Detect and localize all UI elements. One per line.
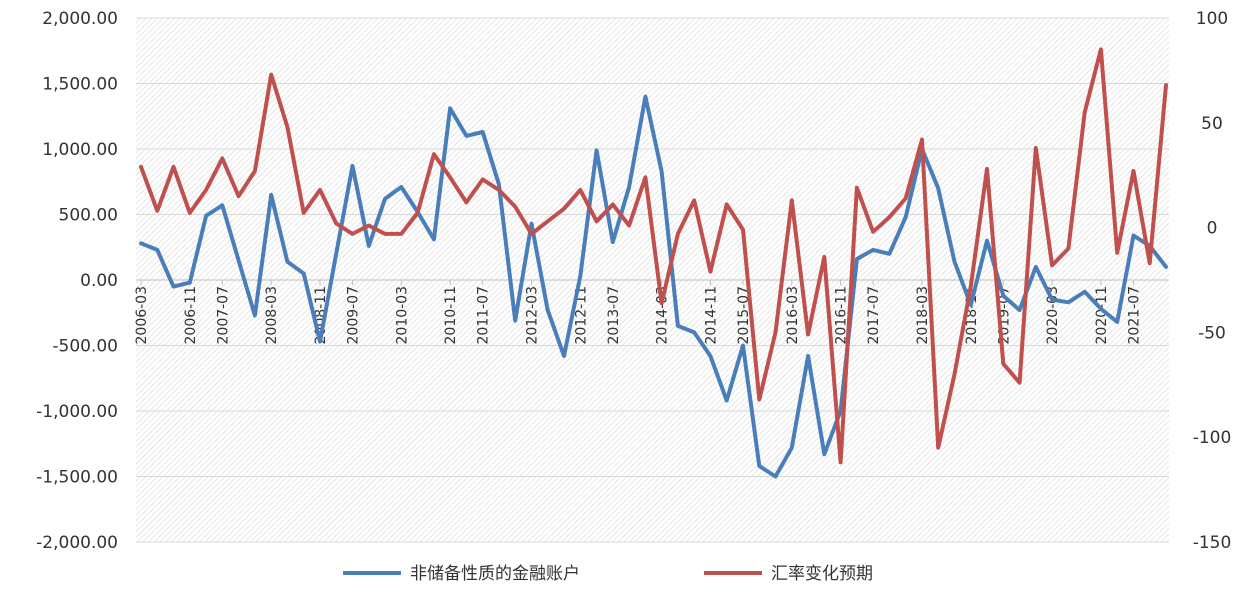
right-tick-label: -100	[1193, 428, 1232, 448]
x-tick-label: 2014-03	[655, 286, 671, 345]
x-tick-label: 2021-07	[1126, 286, 1142, 345]
left-tick-label: 1,000.00	[42, 140, 118, 160]
x-tick-label: 2007-07	[215, 286, 231, 345]
x-axis: 2006-03 2006-11 2007-07 2008-03 2008-11 2009-…	[134, 279, 1169, 345]
right-y-axis: 100 50 0 -50 -100 -150	[1193, 9, 1232, 553]
left-tick-label: -500.00	[52, 337, 118, 357]
x-tick-label: 2014-11	[703, 286, 719, 345]
right-tick-label: 100	[1196, 9, 1228, 29]
right-tick-label: 50	[1201, 114, 1223, 134]
left-tick-label: -1,000.00	[36, 402, 118, 422]
series-lines	[139, 47, 1168, 479]
left-tick-label: 0.00	[80, 271, 118, 291]
x-tick-label: 2008-03	[264, 286, 280, 345]
left-tick-label: -2,000.00	[36, 533, 118, 553]
x-tick-label: 2018-03	[915, 286, 931, 345]
right-tick-label: 0	[1207, 219, 1218, 239]
x-tick-label: 2011-07	[476, 286, 492, 345]
series-line-fx-expectation	[139, 47, 1168, 465]
x-tick-label: 2017-07	[866, 286, 882, 345]
left-y-axis: 2,000.00 1,500.00 1,000.00 500.00 0.00 -500.0…	[36, 9, 118, 553]
right-tick-label: -50	[1198, 323, 1226, 343]
legend-label-financial-account: 非储备性质的金融账户	[410, 564, 580, 584]
x-tick-label: 2010-03	[394, 286, 410, 345]
right-tick-label: -150	[1193, 533, 1232, 553]
left-tick-label: 500.00	[59, 206, 118, 226]
x-tick-label: 2012-03	[524, 286, 540, 345]
x-tick-label: 2016-11	[834, 286, 850, 345]
legend-label-fx-expectation: 汇率变化预期	[771, 564, 873, 584]
left-tick-label: 2,000.00	[42, 9, 118, 29]
left-tick-label: -1,500.00	[36, 468, 118, 488]
x-tick-label: 2020-11	[1094, 286, 1110, 345]
legend: 非储备性质的金融账户 汇率变化预期	[343, 564, 873, 584]
x-tick-label: 2009-07	[346, 286, 362, 345]
gridlines	[136, 17, 1169, 543]
x-tick-label: 2006-03	[134, 286, 150, 345]
x-tick-label: 2006-11	[183, 286, 199, 345]
x-tick-label: 2013-07	[606, 286, 622, 345]
left-tick-label: 1,500.00	[42, 75, 118, 95]
x-tick-label: 2010-11	[443, 286, 459, 345]
x-tick-label: 2016-03	[785, 286, 801, 345]
